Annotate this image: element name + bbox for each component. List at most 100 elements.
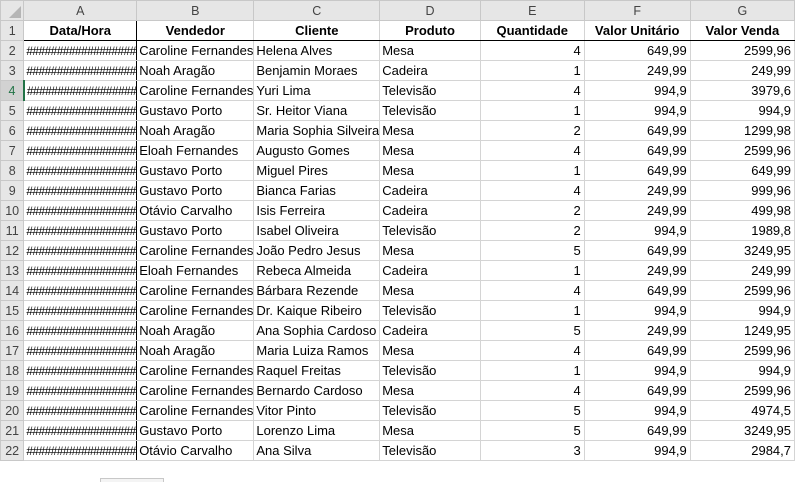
cell-cliente[interactable]: Maria Luiza Ramos bbox=[253, 340, 381, 361]
cell-vendedor[interactable]: Caroline Fernandes bbox=[136, 280, 255, 301]
cell-cliente[interactable]: Miguel Pires bbox=[253, 160, 381, 181]
cell-header-quantidade[interactable]: Quantidade bbox=[479, 20, 585, 41]
column-header-a[interactable]: A bbox=[23, 0, 138, 21]
row-header[interactable]: 3 bbox=[0, 60, 25, 81]
cell-quantidade[interactable]: 5 bbox=[479, 420, 585, 441]
cell-valor-unitario[interactable]: 649,99 bbox=[583, 420, 691, 441]
cell-cliente[interactable]: Helena Alves bbox=[253, 40, 381, 61]
cell-vendedor[interactable]: Caroline Fernandes bbox=[136, 380, 255, 401]
row-header-1[interactable]: 1 bbox=[0, 20, 25, 41]
cell-data-hora[interactable]: ################## bbox=[23, 60, 138, 81]
cell-cliente[interactable]: Bernardo Cardoso bbox=[253, 380, 381, 401]
row-header[interactable]: 9 bbox=[0, 180, 25, 201]
cell-quantidade[interactable]: 2 bbox=[479, 200, 585, 221]
cell-produto[interactable]: Televisão bbox=[379, 360, 481, 381]
cell-produto[interactable]: Televisão bbox=[379, 300, 481, 321]
cell-header-produto[interactable]: Produto bbox=[379, 20, 481, 41]
cell-vendedor[interactable]: Otávio Carvalho bbox=[136, 440, 255, 461]
cell-cliente[interactable]: João Pedro Jesus bbox=[253, 240, 381, 261]
cell-vendedor[interactable]: Gustavo Porto bbox=[136, 180, 255, 201]
cell-produto[interactable]: Televisão bbox=[379, 400, 481, 421]
cell-valor-unitario[interactable]: 994,9 bbox=[583, 360, 691, 381]
cell-quantidade[interactable]: 5 bbox=[479, 320, 585, 341]
column-header-c[interactable]: C bbox=[253, 0, 381, 21]
cell-data-hora[interactable]: ################## bbox=[23, 200, 138, 221]
cell-cliente[interactable]: Benjamin Moraes bbox=[253, 60, 381, 81]
cell-valor-unitario[interactable]: 994,9 bbox=[583, 300, 691, 321]
row-header[interactable]: 4 bbox=[0, 80, 25, 101]
cell-vendedor[interactable]: Gustavo Porto bbox=[136, 160, 255, 181]
cell-vendedor[interactable]: Noah Aragão bbox=[136, 320, 255, 341]
cell-data-hora[interactable]: ################## bbox=[23, 160, 138, 181]
cell-produto[interactable]: Televisão bbox=[379, 220, 481, 241]
cell-data-hora[interactable]: ################## bbox=[23, 400, 138, 421]
cell-quantidade[interactable]: 1 bbox=[479, 300, 585, 321]
sheet-tab-strip[interactable] bbox=[100, 478, 164, 482]
row-header[interactable]: 5 bbox=[0, 100, 25, 121]
cell-vendedor[interactable]: Noah Aragão bbox=[136, 340, 255, 361]
cell-valor-unitario[interactable]: 994,9 bbox=[583, 100, 691, 121]
cell-quantidade[interactable]: 3 bbox=[479, 440, 585, 461]
cell-data-hora[interactable]: ################## bbox=[23, 80, 138, 101]
cell-valor-unitario[interactable]: 249,99 bbox=[583, 60, 691, 81]
cell-valor-unitario[interactable]: 994,9 bbox=[583, 440, 691, 461]
row-header[interactable]: 11 bbox=[0, 220, 25, 241]
cell-vendedor[interactable]: Eloah Fernandes bbox=[136, 260, 255, 281]
cell-produto[interactable]: Cadeira bbox=[379, 200, 481, 221]
cell-valor-venda[interactable]: 2599,96 bbox=[689, 40, 795, 61]
cell-valor-unitario[interactable]: 249,99 bbox=[583, 180, 691, 201]
cell-produto[interactable]: Cadeira bbox=[379, 260, 481, 281]
row-header[interactable]: 20 bbox=[0, 400, 25, 421]
cell-vendedor[interactable]: Caroline Fernandes bbox=[136, 360, 255, 381]
cell-cliente[interactable]: Bianca Farias bbox=[253, 180, 381, 201]
cell-produto[interactable]: Mesa bbox=[379, 160, 481, 181]
row-header[interactable]: 2 bbox=[0, 40, 25, 61]
cell-valor-venda[interactable]: 3979,6 bbox=[689, 80, 795, 101]
cell-data-hora[interactable]: ################## bbox=[23, 220, 138, 241]
cell-produto[interactable]: Cadeira bbox=[379, 60, 481, 81]
cell-produto[interactable]: Mesa bbox=[379, 420, 481, 441]
cell-quantidade[interactable]: 4 bbox=[479, 280, 585, 301]
cell-quantidade[interactable]: 4 bbox=[479, 140, 585, 161]
cell-valor-venda[interactable]: 4974,5 bbox=[689, 400, 795, 421]
cell-data-hora[interactable]: ################## bbox=[23, 380, 138, 401]
cell-valor-unitario[interactable]: 249,99 bbox=[583, 260, 691, 281]
cell-header-valor-venda[interactable]: Valor Venda bbox=[689, 20, 795, 41]
column-header-d[interactable]: D bbox=[379, 0, 481, 21]
cell-vendedor[interactable]: Otávio Carvalho bbox=[136, 200, 255, 221]
cell-valor-unitario[interactable]: 994,9 bbox=[583, 80, 691, 101]
cell-valor-unitario[interactable]: 994,9 bbox=[583, 220, 691, 241]
cell-cliente[interactable]: Vitor Pinto bbox=[253, 400, 381, 421]
cell-quantidade[interactable]: 4 bbox=[479, 380, 585, 401]
cell-cliente[interactable]: Lorenzo Lima bbox=[253, 420, 381, 441]
cell-quantidade[interactable]: 2 bbox=[479, 220, 585, 241]
row-header[interactable]: 17 bbox=[0, 340, 25, 361]
cell-data-hora[interactable]: ################## bbox=[23, 120, 138, 141]
cell-valor-venda[interactable]: 649,99 bbox=[689, 160, 795, 181]
cell-valor-unitario[interactable]: 649,99 bbox=[583, 160, 691, 181]
cell-vendedor[interactable]: Eloah Fernandes bbox=[136, 140, 255, 161]
cell-quantidade[interactable]: 1 bbox=[479, 100, 585, 121]
row-header[interactable]: 12 bbox=[0, 240, 25, 261]
row-header[interactable]: 15 bbox=[0, 300, 25, 321]
cell-produto[interactable]: Mesa bbox=[379, 280, 481, 301]
cell-valor-venda[interactable]: 2599,96 bbox=[689, 140, 795, 161]
cell-data-hora[interactable]: ################## bbox=[23, 360, 138, 381]
cell-produto[interactable]: Mesa bbox=[379, 140, 481, 161]
cell-vendedor[interactable]: Caroline Fernandes bbox=[136, 40, 255, 61]
cell-quantidade[interactable]: 1 bbox=[479, 160, 585, 181]
cell-valor-unitario[interactable]: 649,99 bbox=[583, 340, 691, 361]
cell-valor-venda[interactable]: 994,9 bbox=[689, 300, 795, 321]
cell-valor-venda[interactable]: 2599,96 bbox=[689, 380, 795, 401]
cell-quantidade[interactable]: 1 bbox=[479, 360, 585, 381]
cell-valor-venda[interactable]: 249,99 bbox=[689, 60, 795, 81]
cell-quantidade[interactable]: 4 bbox=[479, 180, 585, 201]
cell-data-hora[interactable]: ################## bbox=[23, 100, 138, 121]
cell-quantidade[interactable]: 1 bbox=[479, 260, 585, 281]
cell-vendedor[interactable]: Caroline Fernandes bbox=[136, 400, 255, 421]
cell-header-valor-unitario[interactable]: Valor Unitário bbox=[583, 20, 691, 41]
column-header-e[interactable]: E bbox=[479, 0, 585, 21]
cell-cliente[interactable]: Maria Sophia Silveira bbox=[253, 120, 381, 141]
cell-vendedor[interactable]: Noah Aragão bbox=[136, 120, 255, 141]
cell-produto[interactable]: Televisão bbox=[379, 80, 481, 101]
